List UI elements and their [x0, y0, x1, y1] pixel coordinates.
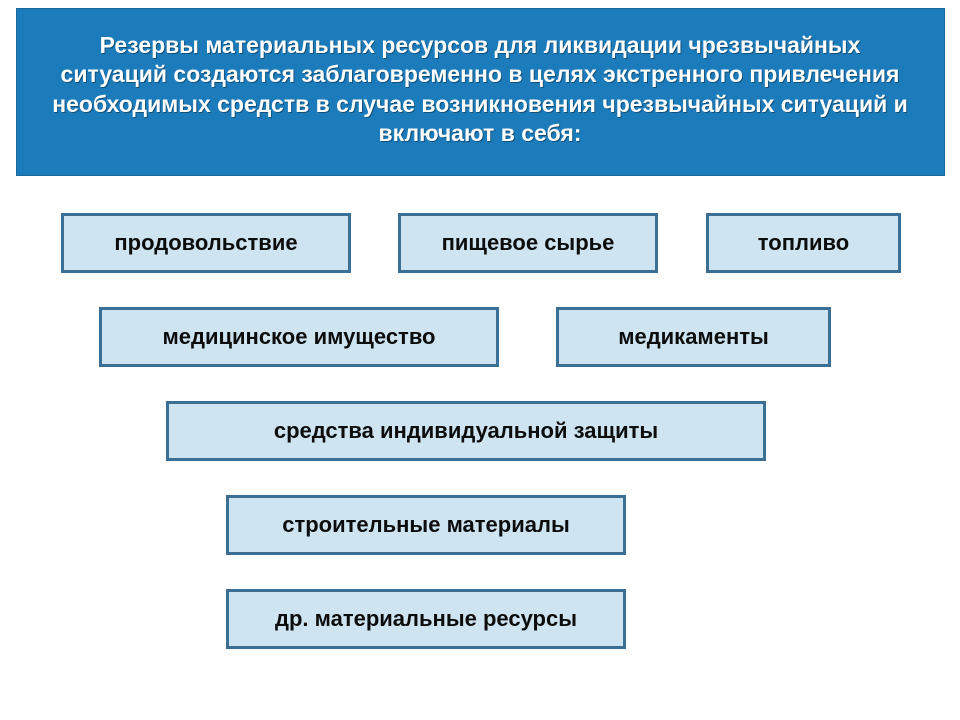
box-label: продовольствие — [114, 231, 297, 255]
header-banner: Резервы материальных ресурсов для ликвид… — [16, 8, 945, 176]
box-label: строительные материалы — [282, 513, 570, 537]
box-ppe: средства индивидуальной защиты — [166, 401, 766, 461]
box-label: медицинское имущество — [162, 325, 435, 349]
box-med-prop: медицинское имущество — [99, 307, 499, 367]
box-food: продовольствие — [61, 213, 351, 273]
box-label: пищевое сырье — [442, 231, 615, 255]
box-fuel: топливо — [706, 213, 901, 273]
diagram-canvas: продовольствие пищевое сырье топливо мед… — [0, 176, 960, 716]
box-label: медикаменты — [618, 325, 769, 349]
box-label: топливо — [758, 231, 849, 255]
box-meds: медикаменты — [556, 307, 831, 367]
box-label: др. материальные ресурсы — [275, 607, 577, 631]
box-other: др. материальные ресурсы — [226, 589, 626, 649]
header-text: Резервы материальных ресурсов для ликвид… — [52, 32, 908, 146]
box-raw: пищевое сырье — [398, 213, 658, 273]
box-label: средства индивидуальной защиты — [274, 419, 658, 443]
box-build: строительные материалы — [226, 495, 626, 555]
